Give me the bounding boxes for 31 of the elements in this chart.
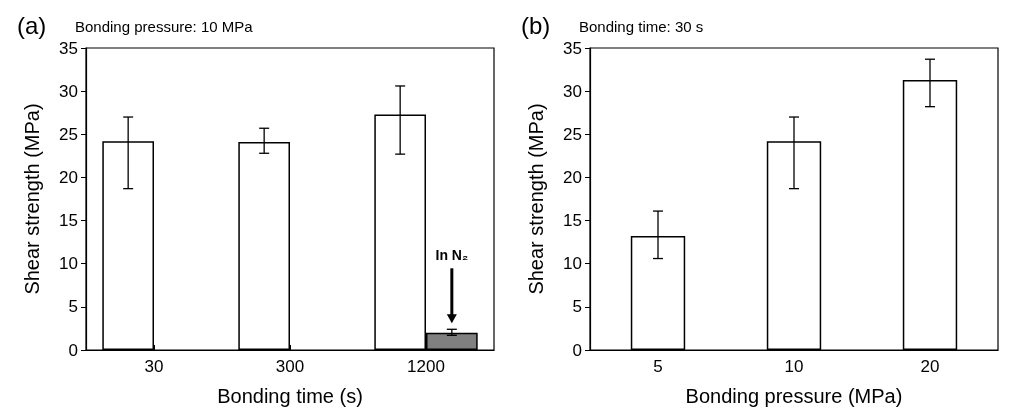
- y-tick-label: 5: [68, 297, 78, 317]
- y-tick-label: 10: [563, 254, 582, 274]
- x-tick-label: 5: [653, 357, 663, 376]
- y-tick-label: 0: [572, 340, 582, 360]
- chart-subtitle: Bonding pressure: 10 MPa: [75, 18, 254, 35]
- y-tick-label: 30: [563, 81, 582, 101]
- chart-subtitle: Bonding time: 30 s: [579, 18, 704, 35]
- y-tick-label: 15: [563, 211, 582, 231]
- x-tick-label: 300: [275, 357, 305, 376]
- y-axis-title: Shear strength (MPa): [525, 103, 547, 295]
- x-axis-title: Bonding time (s): [217, 385, 363, 407]
- y-tick-label: 15: [59, 211, 78, 231]
- y-tick-label: 35: [563, 38, 582, 58]
- y-axis-title: Shear strength (MPa): [21, 103, 43, 295]
- y-tick-label: 35: [59, 38, 78, 58]
- chart-title: (a): [17, 11, 47, 39]
- y-tick-label: 5: [572, 297, 582, 317]
- x-tick-label: 20: [920, 357, 940, 376]
- y-tick-label: 20: [563, 167, 582, 187]
- y-tick-label: 0: [68, 340, 78, 360]
- x-tick-label: 10: [784, 357, 804, 376]
- chart-title: (b): [521, 11, 551, 39]
- x-tick-label: 30: [144, 357, 164, 376]
- y-tick-label: 25: [563, 124, 582, 144]
- annotation: In N₂: [435, 247, 469, 264]
- x-tick-label: 1200: [407, 357, 445, 376]
- x-axis-title: Bonding pressure (MPa): [685, 385, 903, 407]
- y-tick-label: 25: [59, 124, 78, 144]
- y-tick-label: 30: [59, 81, 78, 101]
- y-tick-label: 10: [59, 254, 78, 274]
- y-tick-label: 20: [59, 167, 78, 187]
